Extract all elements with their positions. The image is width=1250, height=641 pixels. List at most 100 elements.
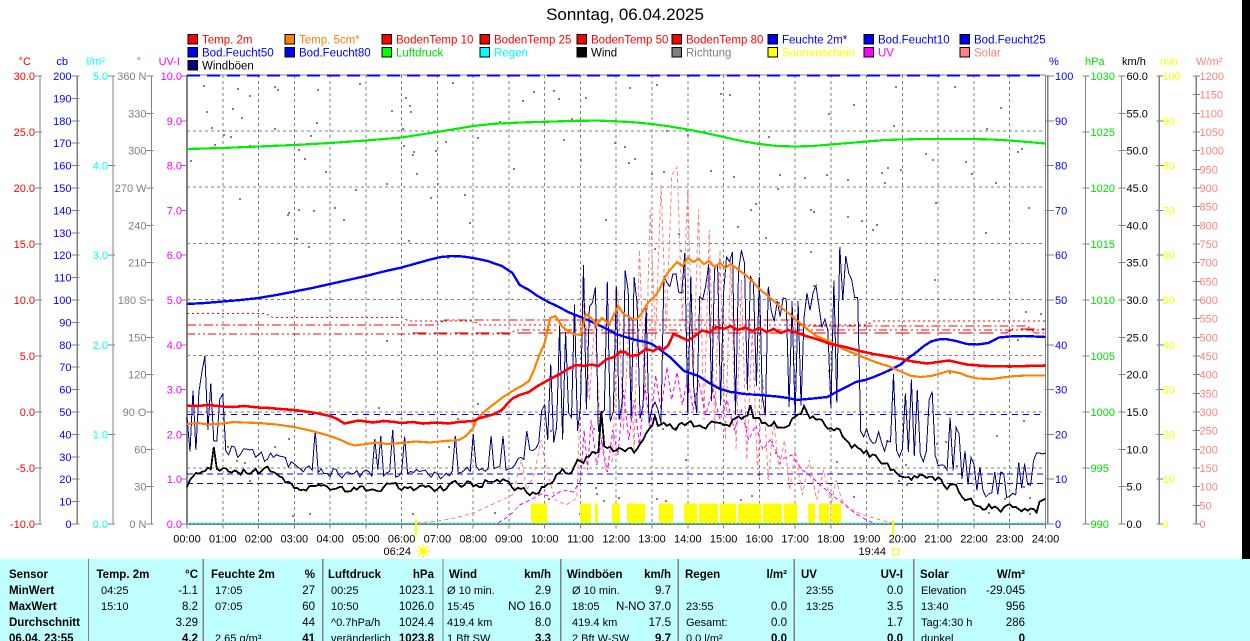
svg-text:5.0: 5.0 [167,295,182,307]
svg-text:50: 50 [1200,500,1212,512]
svg-text:45.0: 45.0 [1127,183,1148,195]
svg-text:cb: cb [56,56,68,68]
svg-text:6.0: 6.0 [167,250,182,262]
svg-text:40: 40 [1163,340,1175,352]
svg-text:1020: 1020 [1091,183,1115,195]
svg-text:2.9: 2.9 [535,585,551,597]
svg-text:40: 40 [59,429,71,441]
svg-text:400: 400 [1200,370,1218,382]
svg-text:200: 200 [1200,444,1218,456]
svg-text:13:00: 13:00 [638,534,666,546]
svg-text:41: 41 [302,633,315,641]
svg-text:450: 450 [1200,351,1218,363]
svg-text:1023.1: 1023.1 [399,585,434,597]
svg-text:419.4 km: 419.4 km [447,617,492,629]
svg-text:2.0: 2.0 [93,340,108,352]
svg-text:17:05: 17:05 [215,585,243,597]
svg-text:13:40: 13:40 [921,601,949,613]
svg-text:Wind: Wind [449,569,477,581]
svg-text:UV: UV [801,569,817,581]
svg-text:17:00: 17:00 [781,534,809,546]
svg-text:3.3: 3.3 [535,633,551,641]
svg-text:NO 16.0: NO 16.0 [508,601,551,613]
svg-text:9.0: 9.0 [167,116,182,128]
svg-text:0.0 l/m²: 0.0 l/m² [686,633,723,641]
svg-text:-29.045: -29.045 [986,585,1025,597]
svg-text:04:25: 04:25 [101,585,129,597]
svg-text:dunkel: dunkel [921,633,953,641]
svg-text:1000: 1000 [1200,146,1224,158]
svg-text:0.0: 0.0 [167,519,182,531]
svg-text:Bod.Feucht50: Bod.Feucht50 [202,48,274,60]
svg-text:10:00: 10:00 [531,534,559,546]
svg-text:06:24: 06:24 [383,546,411,558]
svg-text:60: 60 [1163,250,1175,262]
svg-text:180: 180 [53,116,71,128]
svg-text:8.0: 8.0 [535,617,551,629]
svg-text:10.0: 10.0 [14,295,35,307]
svg-text:550: 550 [1200,314,1218,326]
svg-text:0: 0 [1163,519,1169,531]
svg-text:140: 140 [53,205,71,217]
svg-text:7.0: 7.0 [167,205,182,217]
svg-text:150: 150 [1200,463,1218,475]
svg-text:500: 500 [1200,332,1218,344]
svg-text:80: 80 [1055,161,1067,173]
svg-text:40.0: 40.0 [1127,220,1148,232]
svg-text:UV-I: UV-I [881,569,903,581]
svg-text:hPa: hPa [413,569,435,581]
svg-text:13:25: 13:25 [806,601,834,613]
svg-text:330: 330 [128,108,146,120]
svg-text:27: 27 [302,585,315,597]
svg-text:1.0: 1.0 [167,474,182,486]
svg-text:60.0: 60.0 [1127,71,1148,83]
svg-text:2.0: 2.0 [167,429,182,441]
svg-text:250: 250 [1200,426,1218,438]
svg-text:07:05: 07:05 [215,601,243,613]
svg-text:km/h: km/h [1122,56,1146,68]
svg-text:-10.0: -10.0 [10,519,35,531]
svg-text:200: 200 [53,71,71,83]
svg-text:20: 20 [1055,429,1067,441]
svg-text:%: % [1049,56,1059,68]
svg-text:Sonnenschein: Sonnenschein [782,48,855,60]
svg-text:100: 100 [53,295,71,307]
svg-text:UV-I: UV-I [159,56,180,68]
svg-text:0.0: 0.0 [1127,519,1142,531]
svg-text:veränderlich: veränderlich [331,633,391,641]
svg-text:1005: 1005 [1091,351,1115,363]
svg-text:240: 240 [128,220,146,232]
svg-text:00:25: 00:25 [331,585,359,597]
svg-text:80: 80 [1163,161,1175,173]
svg-text:04:00: 04:00 [316,534,344,546]
svg-text:23:55: 23:55 [686,601,714,613]
svg-text:Windböen: Windböen [567,569,622,581]
svg-text:100: 100 [1163,71,1181,83]
svg-text:00:00: 00:00 [173,534,201,546]
svg-text:3.0: 3.0 [167,385,182,397]
svg-text:1025: 1025 [1091,127,1115,139]
svg-text:60: 60 [1055,250,1067,262]
svg-text:UV: UV [878,48,894,60]
svg-text:60: 60 [134,444,146,456]
svg-text:100: 100 [1055,71,1073,83]
svg-text:Temp. 5cm*: Temp. 5cm* [299,35,360,47]
svg-text:90 O: 90 O [123,407,147,419]
svg-text:Bod.Feucht80: Bod.Feucht80 [299,48,371,60]
svg-text:120: 120 [53,250,71,262]
svg-text:BodenTemp 10: BodenTemp 10 [396,35,473,47]
svg-text:995: 995 [1091,463,1109,475]
svg-text:1000: 1000 [1091,407,1115,419]
svg-text:09:00: 09:00 [495,534,523,546]
svg-text:15.0: 15.0 [1127,407,1148,419]
svg-text:-1.1: -1.1 [178,585,198,597]
svg-text:Luftdruck: Luftdruck [328,569,382,581]
svg-text:06.04. 23:55: 06.04. 23:55 [9,633,74,641]
svg-text:Bod.Feucht10: Bod.Feucht10 [878,35,950,47]
svg-text:Wind: Wind [591,48,617,60]
svg-text:Tag:4:30 h: Tag:4:30 h [921,617,972,629]
svg-text:55.0: 55.0 [1127,108,1148,120]
svg-text:8.0: 8.0 [167,161,182,173]
svg-text:30.0: 30.0 [14,71,35,83]
svg-text:11:00: 11:00 [567,534,594,546]
